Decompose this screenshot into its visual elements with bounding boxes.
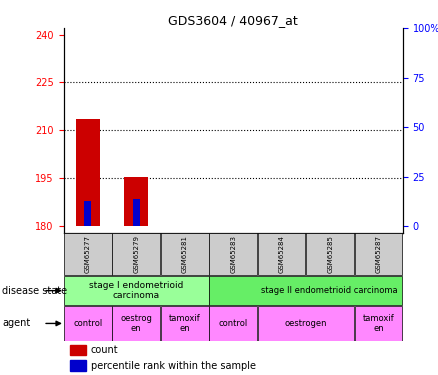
Text: GSM65284: GSM65284 <box>279 235 285 273</box>
Text: control: control <box>219 319 248 328</box>
FancyBboxPatch shape <box>161 233 208 275</box>
Bar <box>84 201 92 226</box>
FancyBboxPatch shape <box>258 233 305 275</box>
FancyBboxPatch shape <box>113 233 160 275</box>
FancyBboxPatch shape <box>209 233 257 275</box>
Text: GSM65283: GSM65283 <box>230 235 236 273</box>
FancyBboxPatch shape <box>64 233 112 275</box>
Text: stage I endometrioid
carcinoma: stage I endometrioid carcinoma <box>89 281 184 300</box>
Text: GSM65277: GSM65277 <box>85 235 91 273</box>
Text: stage II endometrioid carcinoma: stage II endometrioid carcinoma <box>261 286 398 295</box>
FancyBboxPatch shape <box>258 306 354 341</box>
Text: GSM65285: GSM65285 <box>327 235 333 273</box>
Bar <box>133 199 140 226</box>
Text: oestrogen: oestrogen <box>285 319 327 328</box>
Text: tamoxif
en: tamoxif en <box>363 314 395 333</box>
FancyBboxPatch shape <box>307 233 354 275</box>
Text: GSM65279: GSM65279 <box>133 235 139 273</box>
Text: GSM65287: GSM65287 <box>376 235 381 273</box>
FancyBboxPatch shape <box>64 306 112 341</box>
Bar <box>70 360 85 371</box>
FancyBboxPatch shape <box>355 233 403 275</box>
Text: agent: agent <box>2 318 30 328</box>
FancyBboxPatch shape <box>113 306 160 341</box>
Text: tamoxif
en: tamoxif en <box>169 314 201 333</box>
FancyBboxPatch shape <box>355 306 403 341</box>
FancyBboxPatch shape <box>209 306 257 341</box>
Text: GSM65281: GSM65281 <box>182 235 188 273</box>
Text: count: count <box>91 345 118 355</box>
Title: GDS3604 / 40967_at: GDS3604 / 40967_at <box>168 14 298 27</box>
Text: control: control <box>73 319 102 328</box>
FancyBboxPatch shape <box>64 276 208 305</box>
Bar <box>124 177 148 226</box>
Bar <box>76 119 100 226</box>
Text: oestrog
en: oestrog en <box>120 314 152 333</box>
FancyBboxPatch shape <box>209 276 403 305</box>
Text: percentile rank within the sample: percentile rank within the sample <box>91 361 256 371</box>
Bar <box>70 345 85 355</box>
FancyBboxPatch shape <box>161 306 208 341</box>
Text: disease state: disease state <box>2 286 67 296</box>
